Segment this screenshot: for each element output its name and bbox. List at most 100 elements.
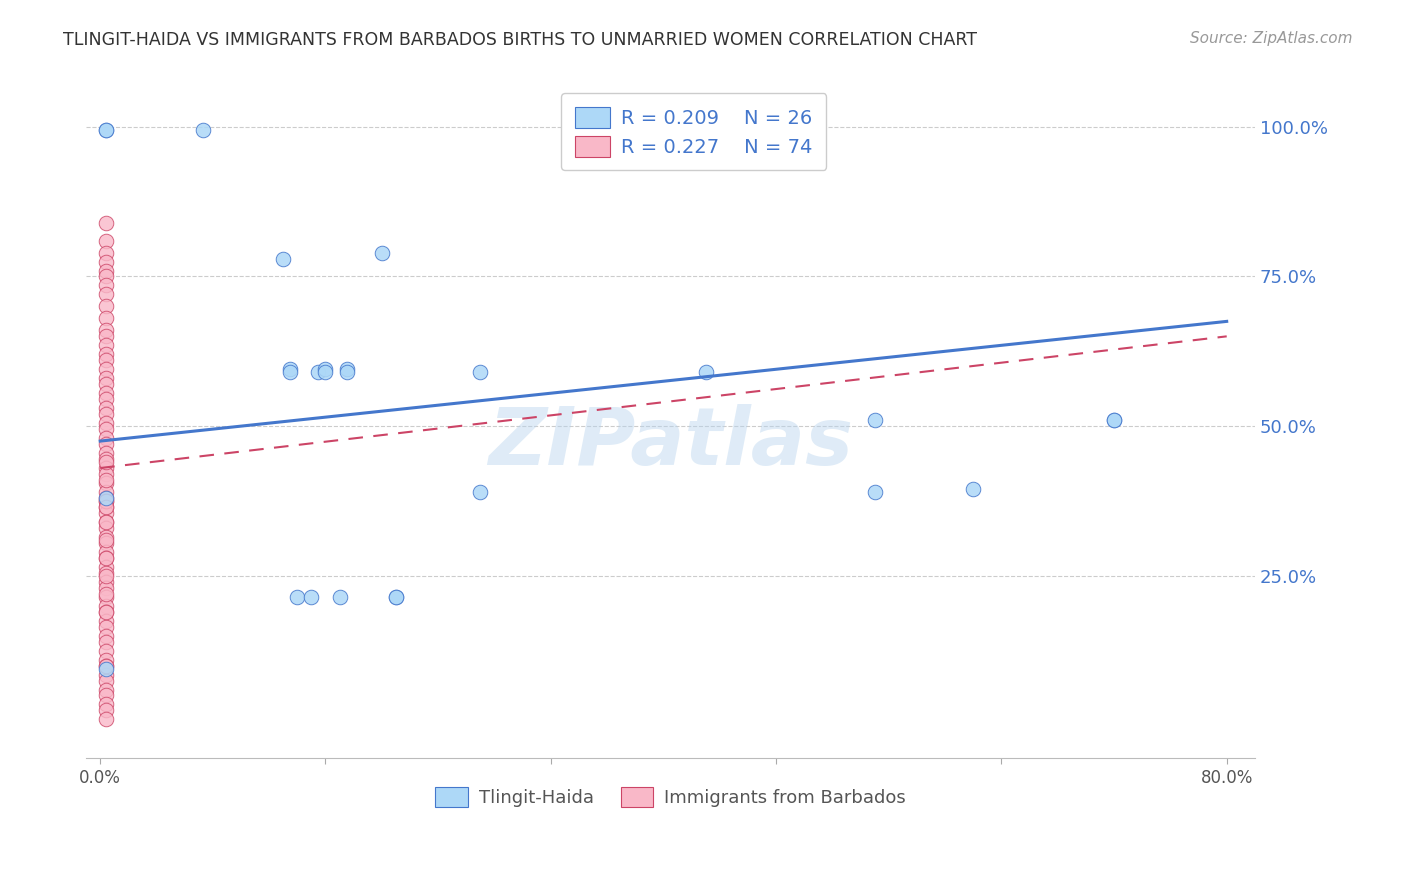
Point — [278, 365, 301, 379]
Point — [94, 634, 117, 648]
Point — [94, 536, 117, 550]
Point — [94, 485, 117, 500]
Point — [1102, 413, 1125, 427]
Point — [94, 643, 117, 657]
Point — [94, 491, 117, 505]
Point — [94, 590, 117, 604]
Point — [94, 491, 117, 505]
Point — [94, 371, 117, 385]
Point — [94, 278, 117, 293]
Point — [94, 263, 117, 277]
Point — [285, 590, 308, 604]
Point — [94, 475, 117, 490]
Point — [863, 485, 886, 500]
Point — [329, 590, 352, 604]
Point — [94, 682, 117, 697]
Point — [94, 581, 117, 595]
Point — [336, 365, 359, 379]
Point — [94, 494, 117, 508]
Point — [695, 365, 717, 379]
Point — [94, 123, 117, 137]
Point — [314, 362, 336, 376]
Point — [94, 533, 117, 547]
Point — [94, 455, 117, 469]
Point — [94, 521, 117, 535]
Text: TLINGIT-HAIDA VS IMMIGRANTS FROM BARBADOS BIRTHS TO UNMARRIED WOMEN CORRELATION : TLINGIT-HAIDA VS IMMIGRANTS FROM BARBADO… — [63, 31, 977, 49]
Point — [94, 506, 117, 520]
Point — [470, 365, 492, 379]
Point — [94, 587, 117, 601]
Point — [94, 673, 117, 688]
Point — [94, 416, 117, 430]
Point — [94, 300, 117, 314]
Point — [94, 500, 117, 514]
Point — [94, 245, 117, 260]
Point — [278, 362, 301, 376]
Point — [94, 713, 117, 727]
Point — [94, 530, 117, 544]
Point — [191, 123, 214, 137]
Point — [94, 287, 117, 301]
Point — [94, 698, 117, 712]
Point — [94, 550, 117, 565]
Point — [94, 629, 117, 643]
Point — [94, 515, 117, 529]
Point — [94, 652, 117, 666]
Point — [94, 362, 117, 376]
Point — [94, 605, 117, 619]
Point — [94, 254, 117, 268]
Point — [94, 574, 117, 589]
Point — [94, 473, 117, 487]
Point — [94, 323, 117, 337]
Point — [94, 461, 117, 475]
Point — [94, 703, 117, 717]
Point — [94, 559, 117, 574]
Point — [94, 614, 117, 628]
Point — [271, 252, 294, 266]
Point — [94, 658, 117, 673]
Point — [307, 365, 329, 379]
Point — [863, 413, 886, 427]
Point — [94, 422, 117, 436]
Point — [94, 667, 117, 681]
Point — [962, 482, 984, 496]
Point — [94, 599, 117, 613]
Point — [94, 401, 117, 416]
Point — [94, 620, 117, 634]
Point — [94, 386, 117, 401]
Point — [94, 658, 117, 673]
Point — [94, 661, 117, 675]
Point — [94, 500, 117, 514]
Point — [94, 689, 117, 703]
Point — [94, 437, 117, 451]
Point — [94, 347, 117, 361]
Point — [470, 485, 492, 500]
Point — [94, 550, 117, 565]
Point — [94, 269, 117, 284]
Point — [385, 590, 408, 604]
Point — [94, 338, 117, 352]
Point — [94, 407, 117, 421]
Point — [94, 234, 117, 248]
Point — [94, 353, 117, 368]
Point — [94, 216, 117, 230]
Legend: Tlingit-Haida, Immigrants from Barbados: Tlingit-Haida, Immigrants from Barbados — [427, 780, 912, 814]
Point — [94, 452, 117, 467]
Point — [94, 123, 117, 137]
Point — [94, 515, 117, 529]
Point — [94, 467, 117, 481]
Point — [94, 377, 117, 392]
Point — [94, 311, 117, 326]
Point — [94, 431, 117, 445]
Point — [94, 566, 117, 580]
Point — [1102, 413, 1125, 427]
Point — [94, 545, 117, 559]
Point — [94, 605, 117, 619]
Text: Source: ZipAtlas.com: Source: ZipAtlas.com — [1189, 31, 1353, 46]
Point — [371, 245, 394, 260]
Text: ZIPatlas: ZIPatlas — [488, 404, 853, 482]
Point — [385, 590, 408, 604]
Point — [314, 365, 336, 379]
Point — [94, 446, 117, 460]
Point — [94, 392, 117, 407]
